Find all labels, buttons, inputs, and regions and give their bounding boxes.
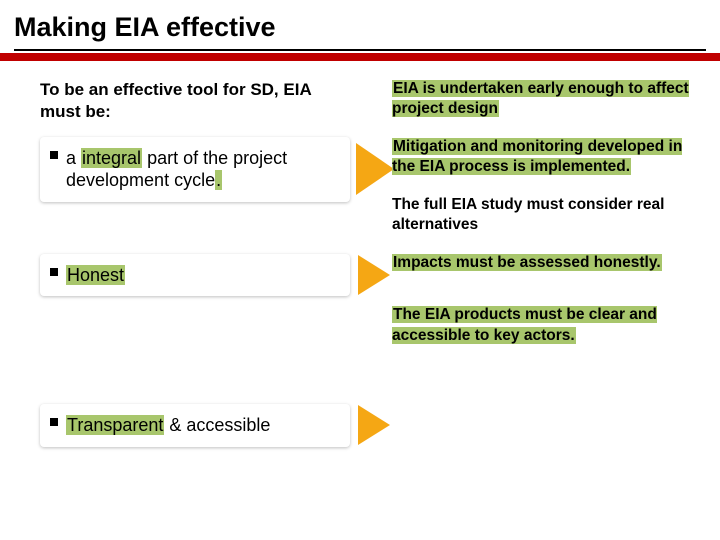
desc-5-text: The EIA products must be clear and acces… [392,306,657,343]
red-accent-bar [0,53,720,61]
slide-title: Making EIA effective [14,12,706,43]
desc-2: Mitigation and monitoring developed in t… [392,137,692,177]
bullet-text-1: a integral part of the project developme… [66,147,338,192]
bullet-square-icon [50,151,58,159]
bullet-square-icon [50,418,58,426]
bullet-2-hl: Honest [66,265,125,285]
bullet-box-3: Transparent & accessible [40,404,350,447]
title-underline [14,49,706,51]
intro-text: To be an effective tool for SD, EIA must… [40,79,340,123]
bullet-text-3: Transparent & accessible [66,414,338,437]
title-block: Making EIA effective [0,0,720,51]
desc-3: The full EIA study must consider real al… [392,195,692,235]
right-column: EIA is undertaken early enough to affect… [392,79,692,364]
bullet-box-2: Honest [40,254,350,297]
bullet-3-hl: Transparent [66,415,164,435]
desc-2-text: Mitigation and monitoring developed in t… [392,138,682,175]
bullet-square-icon [50,268,58,276]
bullet-3-post: & accessible [164,415,270,435]
desc-4: Impacts must be assessed honestly. [392,253,692,273]
arrow-icon [358,255,390,295]
desc-5: The EIA products must be clear and acces… [392,305,692,345]
desc-1: EIA is undertaken early enough to affect… [392,79,692,119]
bullet-1-pre: a [66,148,81,168]
content-area: To be an effective tool for SD, EIA must… [0,61,720,123]
desc-1-text: EIA is undertaken early enough to affect… [392,80,689,117]
bullet-1-hl: integral [81,148,142,168]
left-column: a integral part of the project developme… [40,123,350,357]
arrow-icon [356,143,394,195]
arrow-icon [358,405,390,445]
bullet-1-trailhl: . [215,170,222,190]
bullet-box-1: a integral part of the project developme… [40,137,350,202]
slide: Making EIA effective To be an effective … [0,0,720,540]
desc-4-text: Impacts must be assessed honestly. [392,254,662,271]
desc-3-text: The full EIA study must consider real al… [392,196,664,233]
bullet-text-2: Honest [66,264,338,287]
